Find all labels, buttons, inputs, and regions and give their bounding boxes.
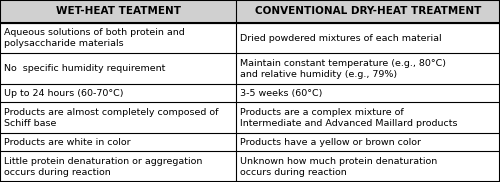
Bar [236, 54, 500, 84]
Text: WET-HEAT TEATMENT: WET-HEAT TEATMENT [56, 6, 180, 16]
Text: CONVENTIONAL DRY-HEAT TREATMENT: CONVENTIONAL DRY-HEAT TREATMENT [255, 6, 481, 16]
Text: Aqueous solutions of both protein and
polysaccharide materials: Aqueous solutions of both protein and po… [4, 28, 185, 48]
Bar [0, 54, 236, 84]
Text: Up to 24 hours (60-70°C): Up to 24 hours (60-70°C) [4, 89, 124, 98]
Text: Products are white in color: Products are white in color [4, 138, 130, 147]
Bar [236, 23, 500, 54]
Text: Products have a yellow or brown color: Products have a yellow or brown color [240, 138, 421, 147]
Text: Products are a complex mixture of
Intermediate and Advanced Maillard products: Products are a complex mixture of Interm… [240, 108, 458, 128]
Bar [236, 151, 500, 182]
Text: Products are almost completely composed of
Schiff base: Products are almost completely composed … [4, 108, 218, 128]
Text: No  specific humidity requirement: No specific humidity requirement [4, 64, 166, 73]
Bar [236, 102, 500, 133]
Bar [0, 23, 236, 54]
Bar [236, 133, 500, 151]
Bar [236, 84, 500, 102]
Bar [0, 84, 236, 102]
Bar [236, 0, 500, 23]
Text: 3-5 weeks (60°C): 3-5 weeks (60°C) [240, 89, 322, 98]
Text: Unknown how much protein denaturation
occurs during reaction: Unknown how much protein denaturation oc… [240, 157, 437, 177]
Text: Little protein denaturation or aggregation
occurs during reaction: Little protein denaturation or aggregati… [4, 157, 202, 177]
Text: Dried powdered mixtures of each material: Dried powdered mixtures of each material [240, 34, 442, 43]
Bar [0, 151, 236, 182]
Text: Maintain constant temperature (e.g., 80°C)
and relative humidity (e.g., 79%): Maintain constant temperature (e.g., 80°… [240, 59, 446, 79]
Bar [0, 133, 236, 151]
Bar [0, 102, 236, 133]
Bar [0, 0, 236, 23]
